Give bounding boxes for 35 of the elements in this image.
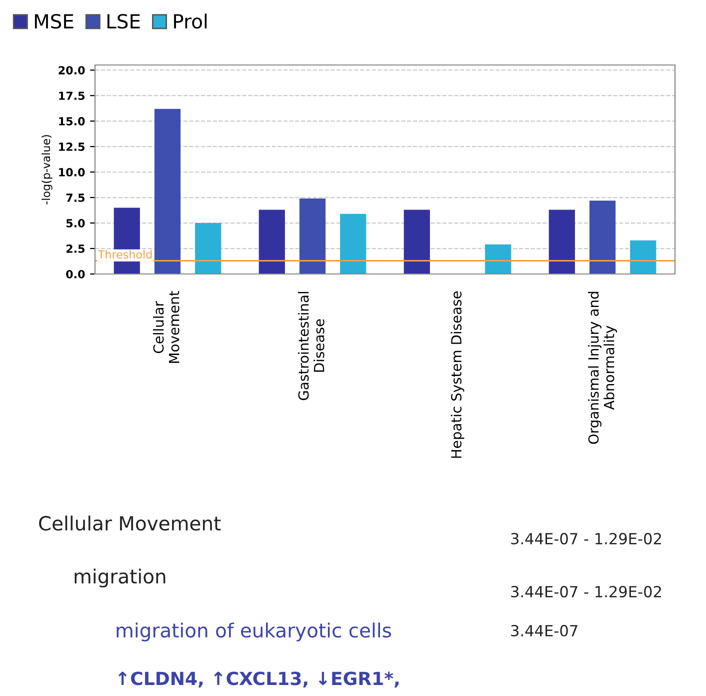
legend-label: Prol [174, 14, 207, 29]
bar [589, 200, 616, 274]
y-tick-label: 7.5 [66, 194, 84, 202]
y-tick-label: 10.0 [59, 168, 85, 176]
bar [258, 210, 285, 274]
y-tick-label: 15.0 [59, 117, 85, 126]
y-tick-label: 2.5 [66, 244, 84, 253]
y-axis-title: -log(p-value) [42, 135, 52, 204]
bar [404, 210, 430, 274]
bar [154, 108, 181, 274]
text: ↑CLDN4, ↑CXCL13, ↓EGR1*, [118, 672, 399, 688]
bar [195, 223, 222, 274]
y-tick-label: 0.0 [66, 270, 85, 278]
text: migration [74, 568, 166, 588]
y-tick-label: 12.5 [59, 142, 85, 151]
text: Cellular Movement [39, 516, 221, 531]
bar [630, 240, 656, 274]
bar [485, 244, 512, 274]
text: 3.44E-07 - 1.29E-02 [511, 532, 661, 544]
bar [548, 210, 575, 274]
x-tick-label: Cellular Movement [153, 291, 180, 363]
x-tick-label: Gastrointestinal Disease [298, 292, 324, 400]
bar [299, 198, 326, 274]
text: 3.44E-07 - 1.29E-02 [511, 586, 661, 598]
x-tick-label: Organismal Injury and Abnormality [588, 292, 617, 444]
ref-line-label: Threshold [98, 250, 152, 259]
legend-label: LSE [107, 14, 140, 29]
text: 3.44E-07 [511, 624, 578, 636]
y-tick-label: 17.5 [59, 92, 85, 100]
y-tick-label: 5.0 [66, 219, 85, 228]
x-tick-label: Hepatic System Disease [450, 291, 464, 458]
y-tick-label: 20.0 [58, 66, 85, 74]
legend-label: MSE [34, 14, 74, 29]
text: migration of eukaryotic cells [116, 622, 392, 642]
bar [340, 214, 366, 274]
